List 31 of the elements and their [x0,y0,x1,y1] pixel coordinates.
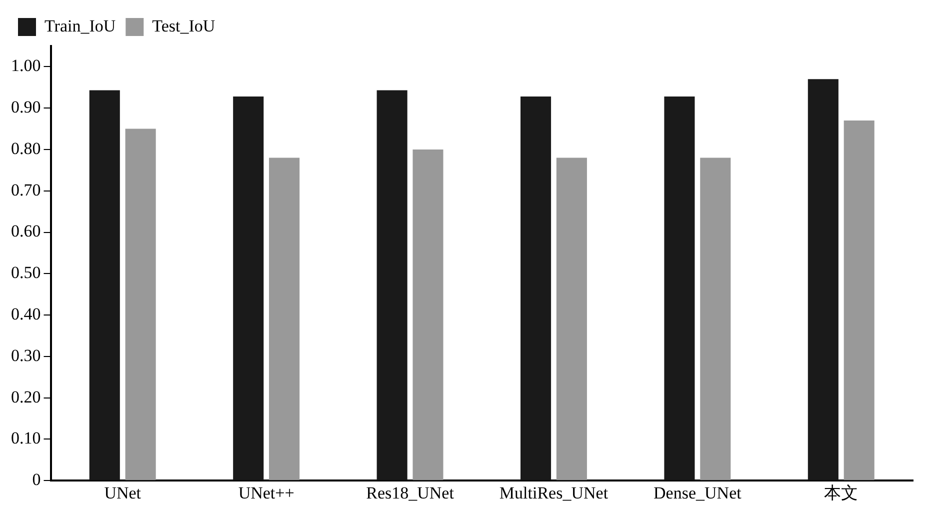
y-tick-label: 0.90 [11,98,41,117]
bar [808,79,838,480]
x-tick-label: Res18_UNet [366,483,454,502]
legend-label: Train_IoU [44,16,116,36]
y-tick-label: 0.50 [11,263,41,282]
x-tick-label: Dense_UNet [654,483,742,502]
bar [125,128,156,480]
x-tick-label: UNet++ [238,483,294,502]
bar [520,96,552,480]
x-tick-label: UNet [104,483,142,502]
bar [556,158,587,480]
y-tick-label: 0.30 [11,346,41,365]
bar [376,90,408,480]
y-tick-label: 0.70 [11,180,41,200]
bar [700,158,731,480]
bar [89,90,120,480]
bar [412,149,444,480]
bar [664,96,695,480]
bar [844,120,874,480]
x-tick-label: MultiRes_UNet [499,483,608,502]
y-tick-label: 0.60 [11,222,41,241]
bar [233,96,264,480]
y-tick-label: 0.40 [11,304,41,324]
y-tick-label: 0 [32,470,41,490]
legend-label: Test_IoU [152,16,216,36]
bar [269,158,300,480]
y-tick-label: 0.80 [11,138,41,158]
y-tick-label: 0.10 [11,428,41,448]
y-tick-label: 0.20 [11,387,41,406]
x-tick-label: 本文 [824,483,858,502]
y-tick-label: 1.00 [11,56,41,76]
